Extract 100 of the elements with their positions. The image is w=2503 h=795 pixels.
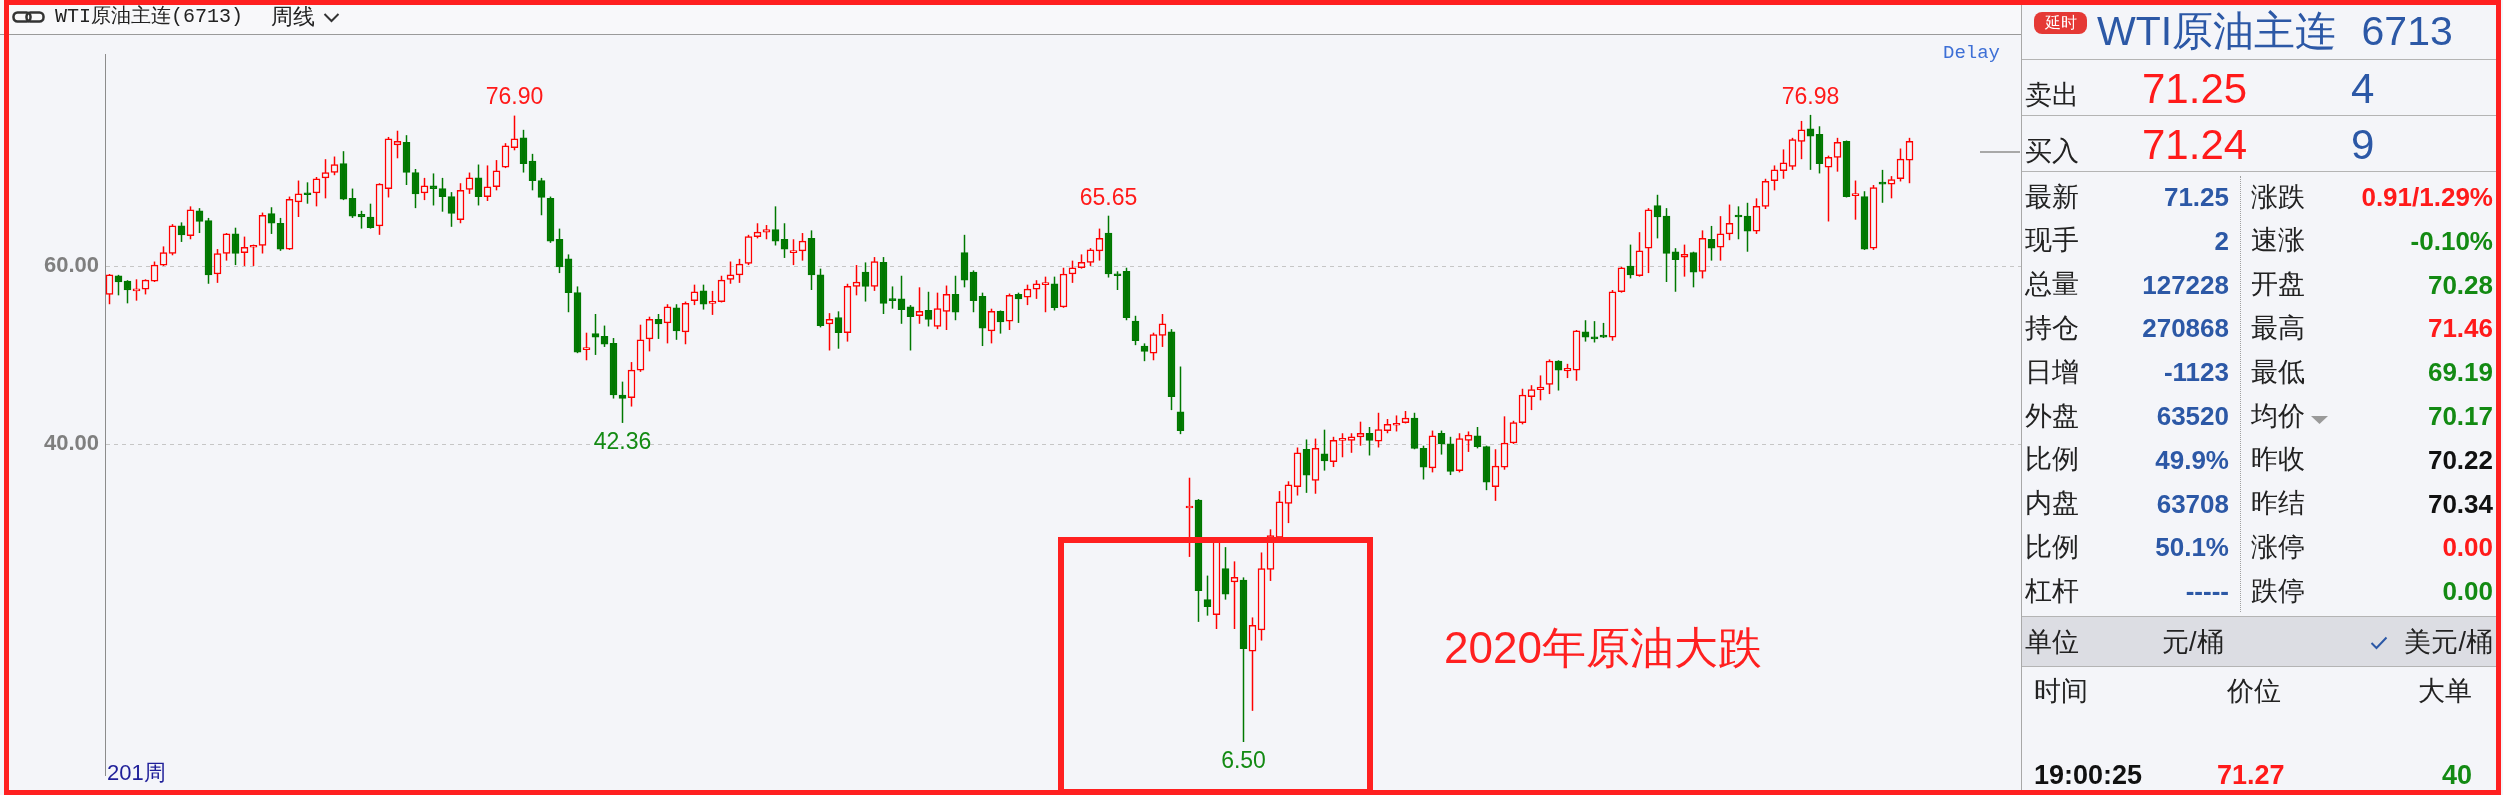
text: 杠杆 (2025, 576, 2079, 607)
text: 涨跌 (2251, 182, 2305, 213)
text: 比例 (2025, 444, 2079, 475)
y-tick-label: 60.00 (43, 252, 99, 278)
annotation: 201周 (107, 760, 166, 786)
candlestick (483, 164, 492, 202)
candlestick (177, 221, 186, 243)
candlestick (1680, 243, 1689, 278)
candlestick (1338, 432, 1347, 459)
candlestick (267, 206, 276, 235)
candlestick (1230, 560, 1239, 630)
text: 最高 (2251, 313, 2305, 344)
candlestick (1725, 203, 1734, 241)
candlestick (276, 217, 285, 252)
text: 现手 (2025, 225, 2079, 256)
text: 开盘 (2251, 269, 2305, 300)
text: 70.22 (2427, 445, 2493, 475)
text: 延时 (2034, 12, 2087, 34)
candlestick (789, 238, 798, 266)
candlestick (825, 312, 834, 352)
candlestick (852, 264, 861, 297)
chart-title: WTI原油主连(6713) (55, 5, 244, 29)
candlestick (1626, 243, 1635, 280)
annotation: 65.65 (1079, 183, 1138, 210)
text: 63708 (2156, 489, 2229, 519)
candlestick (1806, 114, 1815, 171)
text: 49.9% (2155, 445, 2229, 475)
candlestick (1500, 415, 1509, 471)
candlestick (330, 155, 339, 176)
candlestick (1149, 331, 1158, 362)
candlestick (1779, 148, 1788, 180)
candlestick (105, 273, 114, 305)
candlestick (663, 303, 672, 345)
candlestick (1356, 420, 1365, 447)
candlestick (519, 129, 528, 174)
text: 0.00 (2442, 532, 2493, 562)
annotation: 2020年原油大跌 (1444, 623, 1762, 673)
candlestick (1419, 444, 1428, 481)
candlestick (231, 226, 240, 266)
text: 内盘 (2025, 488, 2079, 519)
text: 买入 (2025, 136, 2079, 167)
text: 外盘 (2025, 401, 2079, 432)
text: 速涨 (2251, 225, 2305, 256)
candlestick (987, 307, 996, 345)
candlestick (834, 310, 843, 350)
candlestick (1851, 179, 1860, 221)
candlestick (996, 309, 1005, 335)
candlestick (1473, 426, 1482, 450)
candlestick (897, 275, 906, 325)
text: 69.19 (2427, 357, 2493, 387)
candlestick (447, 191, 456, 228)
candlestick (717, 275, 726, 304)
text: 4 (2351, 65, 2375, 113)
candlestick (870, 256, 879, 292)
annotation: 76.90 (485, 83, 544, 110)
candlestick (942, 284, 951, 331)
candlestick (933, 291, 942, 330)
candlestick (510, 114, 519, 152)
candlestick (1284, 480, 1293, 524)
text: -0.10% (2410, 226, 2493, 256)
candlestick (1905, 137, 1914, 184)
candlestick (1113, 270, 1122, 291)
candlestick (1707, 225, 1716, 262)
text: 71.46 (2427, 313, 2493, 343)
candlestick (501, 142, 510, 169)
candlestick (1554, 359, 1563, 392)
candlestick (240, 235, 249, 267)
candlestick (1752, 197, 1761, 235)
text: 日增 (2025, 357, 2079, 388)
candlestick (1545, 358, 1554, 395)
text: 比例 (2025, 532, 2079, 563)
candlestick (654, 313, 663, 340)
candlestick (1302, 438, 1311, 494)
candlestick (222, 232, 231, 262)
candlestick (1248, 616, 1257, 712)
candlestick (1689, 250, 1698, 289)
candlestick (1617, 266, 1626, 294)
candlestick (1536, 374, 1545, 402)
candlestick (1635, 231, 1644, 278)
candlestick (294, 179, 303, 218)
text: 127228 (2142, 270, 2229, 300)
candlestick (303, 181, 312, 205)
text: 跌停 (2251, 576, 2305, 607)
text: 持仓 (2025, 313, 2079, 344)
candlestick (1095, 227, 1104, 262)
text: Delay (1942, 42, 2000, 65)
candlestick (708, 290, 717, 316)
candlestick (1437, 429, 1446, 456)
candlestick (672, 303, 681, 341)
candlestick (951, 275, 960, 321)
text: 价位 (2227, 676, 2281, 707)
candlestick (726, 260, 735, 285)
candlestick (1032, 279, 1041, 300)
candlestick (1743, 202, 1752, 253)
text: 70.17 (2427, 401, 2493, 431)
y-tick-label: 40.00 (43, 429, 99, 455)
candlestick (1653, 194, 1662, 240)
candlestick (420, 177, 429, 201)
candlestick (1509, 420, 1518, 445)
text: 最新 (2025, 182, 2079, 213)
